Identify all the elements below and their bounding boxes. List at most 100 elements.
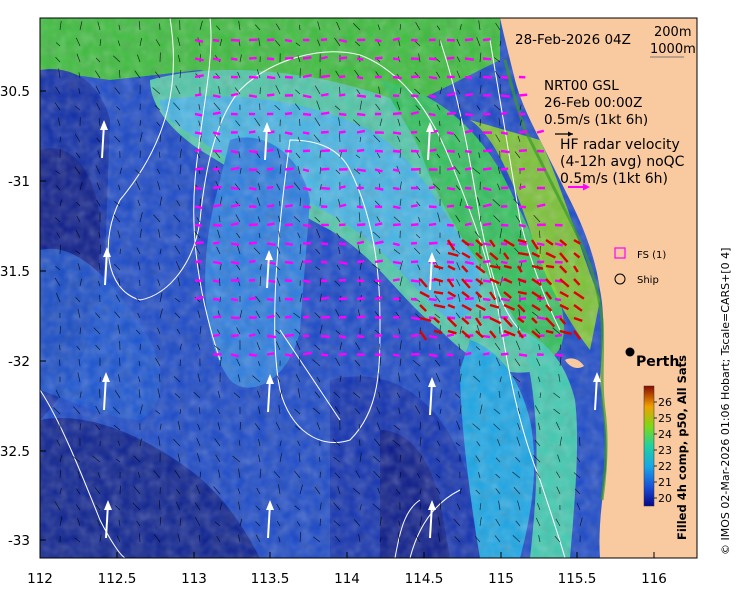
model-arrow — [465, 94, 473, 95]
model-arrow — [375, 297, 382, 299]
model-arrow — [519, 150, 527, 151]
model-arrow — [483, 168, 491, 169]
model-arrow — [231, 40, 240, 41]
model-arrow — [537, 244, 544, 245]
model-arrow — [285, 317, 291, 318]
y-tick-label: -32 — [8, 354, 30, 370]
model-arrow — [213, 187, 222, 188]
radar-arrow — [434, 292, 443, 293]
model-arrow — [249, 77, 258, 78]
model-arrow — [195, 94, 201, 95]
model-arrow — [267, 316, 274, 318]
model-arrow — [249, 224, 258, 225]
model-arrow — [285, 77, 293, 78]
model-arrow — [447, 298, 453, 299]
model-arrow — [411, 76, 419, 77]
model-arrow — [339, 186, 346, 188]
model-arrow — [249, 58, 257, 59]
model-arrow — [519, 132, 528, 133]
model-arrow — [519, 169, 525, 170]
perth-marker — [626, 348, 635, 357]
model-arrow — [267, 169, 273, 170]
x-tick-label: 112 — [27, 571, 53, 587]
model-arrow — [303, 261, 312, 262]
model-arrow — [195, 40, 203, 42]
model-arrow — [519, 207, 526, 208]
model-arrow — [213, 281, 219, 282]
colorbar-tick-label: 21 — [658, 476, 672, 489]
model-arrow — [501, 354, 508, 355]
model-arrow — [429, 187, 435, 188]
model-arrow — [303, 353, 312, 355]
model-arrow — [357, 131, 365, 133]
model-arrow — [231, 262, 239, 264]
model-arrow — [555, 299, 561, 300]
model-arrow — [339, 336, 346, 338]
model-arrow — [429, 114, 435, 115]
model-arrow — [429, 336, 437, 338]
model-arrow — [195, 114, 202, 115]
model-arrow — [411, 335, 419, 336]
model-arrow — [465, 168, 471, 169]
model-arrow — [267, 150, 273, 151]
model-arrow — [537, 131, 544, 133]
colorbar-tick-label: 20 — [658, 492, 672, 505]
model-arrow — [267, 187, 273, 188]
model-arrow — [375, 281, 381, 282]
model-arrow — [339, 132, 346, 133]
model-arrow — [285, 186, 293, 188]
model-arrow — [195, 188, 202, 189]
model-arrow — [357, 316, 365, 317]
model-arrow — [321, 244, 328, 245]
model-arrow — [321, 169, 329, 170]
model-arrow — [519, 261, 527, 262]
model-arrow — [303, 170, 309, 172]
model-arrow — [213, 225, 222, 226]
model-arrow — [249, 131, 255, 132]
model-arrow — [321, 355, 328, 356]
model-arrow — [393, 207, 400, 209]
model-arrow — [285, 113, 292, 114]
model-arrow — [501, 133, 508, 134]
model-arrow — [339, 58, 347, 59]
model-arrow — [465, 77, 472, 78]
model-arrow — [213, 77, 220, 78]
model-arrow — [465, 298, 474, 299]
model-arrow — [231, 299, 238, 300]
model-arrow — [447, 168, 455, 170]
model-arrow — [429, 96, 436, 97]
model-arrow — [285, 244, 293, 245]
model-arrow — [375, 188, 383, 190]
model-arrow — [357, 224, 365, 225]
model-arrow — [357, 150, 364, 151]
model-arrow — [393, 244, 400, 246]
model-arrow — [375, 58, 382, 59]
model-arrow — [519, 187, 525, 188]
model-arrow — [231, 151, 238, 153]
model-arrow — [339, 205, 346, 207]
colorbar-tick-label: 24 — [658, 428, 672, 441]
model-arrow — [195, 133, 202, 134]
colorbar-label: Filled 4h comp, p50, All Sats — [675, 355, 689, 540]
model-arrow — [429, 207, 437, 208]
x-tick-label: 115 — [488, 571, 514, 587]
credit-text: © IMOS 02-Mar-2026 01:06 Hobart; Tscale=… — [719, 248, 732, 555]
model-arrow — [357, 77, 363, 78]
radar-scale: 0.5m/s (1kt 6h) — [560, 171, 668, 187]
model-arrow — [249, 188, 257, 189]
model-arrow — [483, 150, 492, 151]
model-arrow — [231, 59, 237, 60]
x-tick-label: 115.5 — [558, 571, 597, 587]
model-arrow — [339, 76, 345, 77]
model-arrow — [339, 244, 346, 245]
model-arrow — [393, 262, 401, 263]
model-arrow — [483, 59, 491, 60]
model-arrow — [213, 205, 221, 207]
x-tick-label: 112.5 — [98, 571, 137, 587]
model-arrow — [465, 353, 471, 354]
model-arrow — [321, 150, 330, 151]
model-arrow — [429, 77, 437, 78]
model-arrow — [393, 151, 401, 152]
model-arrow — [483, 244, 491, 245]
